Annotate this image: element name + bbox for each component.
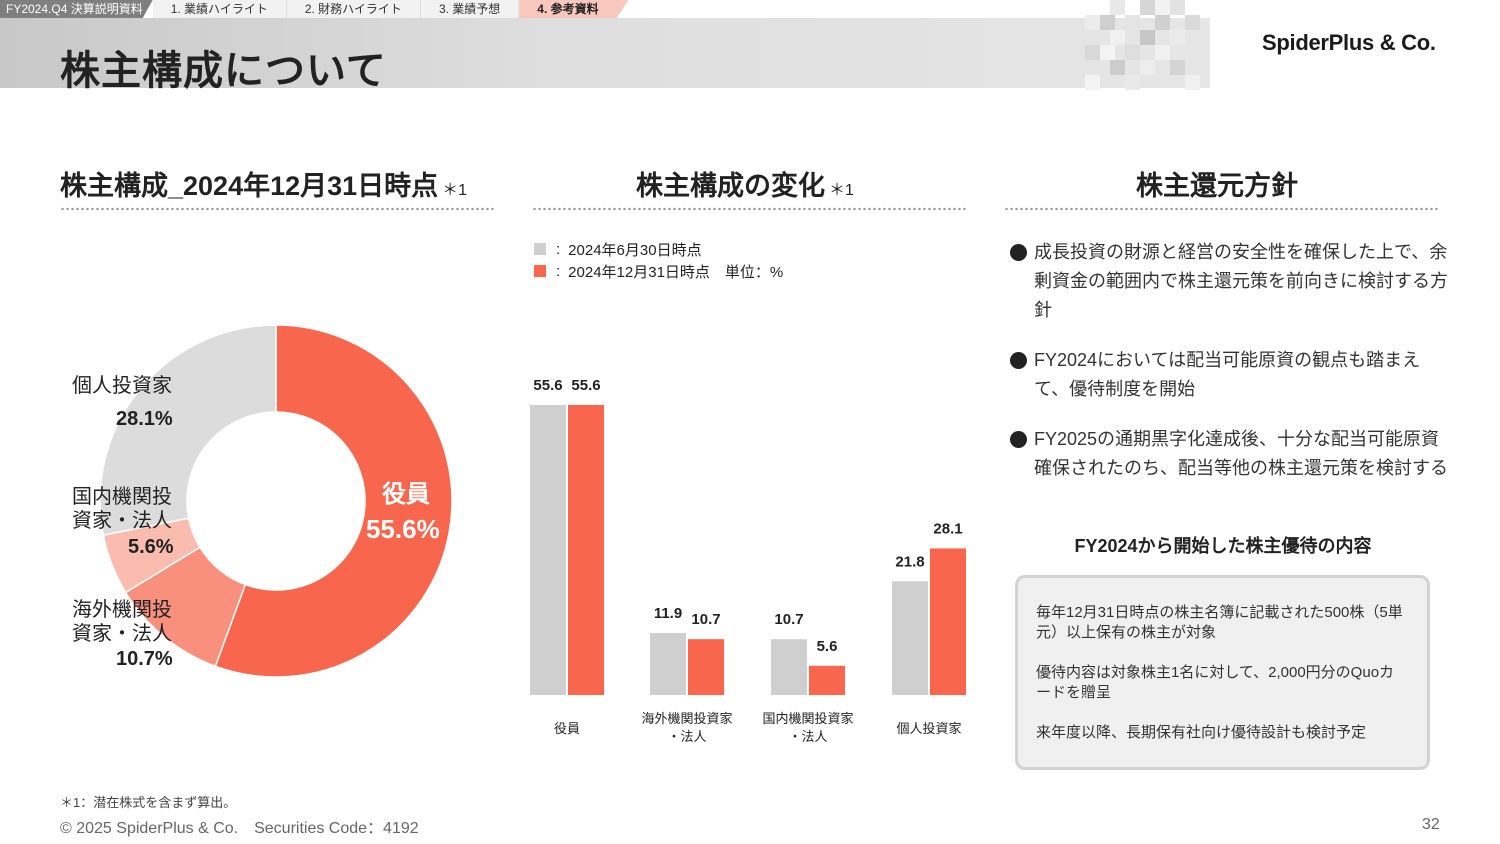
bar-value-dec-3: 28.1: [933, 520, 962, 537]
label-domestic: 国内機関投 資家・法人: [72, 485, 172, 533]
composition-heading: 株主構成_2024年12月31日時点 ＊1: [60, 164, 467, 203]
bar-value-jun-0: 55.6: [533, 377, 562, 394]
label-foreign: 海外機関投 資家・法人: [72, 598, 172, 646]
bar-category-label-3-0: 個人投資家: [896, 721, 961, 736]
nav-tab-highlights[interactable]: 1. 業績ハイライト: [152, 0, 287, 18]
legend-colon: :: [556, 262, 561, 280]
bar-category-label-2-0: 国内機関投資家: [762, 711, 853, 726]
top-navigation: FY2024.Q4 決算説明資料 1. 業績ハイライト 2. 財務ハイライト 3…: [0, 0, 629, 18]
label-foreign-line2: 資家・法人: [72, 623, 172, 645]
dotted-divider-middle: [532, 206, 968, 212]
benefit-title: FY2024から開始した株主優待の内容: [1074, 536, 1372, 556]
label-domestic-line1: 国内機関投: [72, 486, 172, 508]
policy-bullet-1: 成長投資の財源と経営の安全性を確保した上で、余剰資金の範囲内で株主還元策を前向き…: [1010, 238, 1450, 325]
policy-text-1: 成長投資の財源と経営の安全性を確保した上で、余剰資金の範囲内で株主還元策を前向き…: [1034, 242, 1448, 320]
bar-jun-0: [530, 405, 566, 695]
label-individual: 個人投資家: [72, 375, 172, 397]
footnote: ＊1：潜在株式を含まず算出。: [60, 795, 237, 810]
pct-foreign: 10.7%: [116, 648, 173, 670]
bar-dec-3: [930, 548, 966, 695]
bar-jun-2: [771, 639, 807, 695]
bar-category-label-0-0: 役員: [554, 721, 580, 736]
change-heading: 株主構成の変化 ＊1: [636, 164, 854, 203]
legend-item-jun: : 2024年6月30日時点: [534, 238, 783, 260]
bar-value-jun-3: 21.8: [895, 553, 924, 570]
benefit-item-3: 来年度以降、長期保有社向け優待設計も検討予定: [1036, 724, 1367, 741]
header-band: [0, 18, 1210, 88]
bar-value-dec-1: 10.7: [691, 611, 720, 628]
pct-domestic: 5.6%: [128, 536, 174, 558]
document-label: FY2024.Q4 決算説明資料: [0, 0, 153, 18]
bar-dec-1: [688, 639, 724, 695]
page-title: 株主構成について: [60, 49, 387, 93]
nav-tab-forecast[interactable]: 3. 業績予想: [420, 0, 520, 18]
benefit-box: 毎年12月31日時点の株主名簿に記載された500株（5単元）以上保有の株主が対象…: [1015, 575, 1430, 770]
label-officers: 役員: [382, 481, 430, 508]
bar-value-dec-0: 55.6: [571, 377, 600, 394]
dotted-divider-left: [60, 206, 496, 212]
legend-swatch-red: [534, 265, 546, 277]
legend-label-dec: 2024年12月31日時点 単位：%: [568, 263, 784, 281]
bullet-icon: [1010, 352, 1027, 369]
bar-value-jun-1: 11.9: [654, 605, 682, 622]
legend-item-dec: : 2024年12月31日時点 単位：%: [534, 260, 783, 282]
nav-tab-reference[interactable]: 4. 参考資料: [519, 0, 628, 18]
policy-heading: 株主還元方針: [1136, 171, 1298, 201]
bullet-icon: [1010, 431, 1027, 448]
bar-dec-2: [809, 665, 845, 695]
composition-note-mark: ＊1: [442, 182, 468, 199]
pct-individual: 28.1%: [116, 408, 173, 430]
bar-category-label-1-0: 海外機関投資家: [641, 711, 732, 726]
donut-slice-individual: [100, 325, 277, 536]
label-domestic-line2: 資家・法人: [72, 510, 172, 532]
pct-officers: 55.6%: [366, 514, 440, 544]
bar-value-jun-2: 10.7: [774, 611, 803, 628]
page-number: 32: [1422, 816, 1440, 833]
policy-bullet-3: FY2025の通期黒字化達成後、十分な配当可能原資確保されたのち、配当等他の株主…: [1010, 425, 1450, 483]
dotted-divider-right: [1004, 206, 1440, 212]
nav-tab-financial[interactable]: 2. 財務ハイライト: [286, 0, 421, 18]
legend-colon: :: [556, 240, 561, 258]
change-note-mark: ＊1: [829, 182, 854, 199]
mosaic-decoration: [1085, 0, 1200, 90]
bar-chart-legend: : 2024年6月30日時点 : 2024年12月31日時点 単位：%: [534, 238, 783, 282]
legend-swatch-gray: [534, 243, 546, 255]
bar-dec-0: [568, 405, 604, 695]
label-foreign-line1: 海外機関投: [72, 599, 172, 621]
legend-label-jun: 2024年6月30日時点: [568, 241, 702, 259]
bar-category-label-2-1: ・法人: [788, 729, 827, 744]
benefit-item-1: 毎年12月31日時点の株主名簿に記載された500株（5単元）以上保有の株主が対象: [1036, 604, 1403, 641]
bar-jun-3: [892, 581, 928, 695]
company-logo: SpiderPlus & Co.: [1262, 30, 1436, 55]
bullet-icon: [1010, 244, 1027, 261]
composition-heading-text: 株主構成_2024年12月31日時点: [60, 171, 439, 201]
benefit-item-2: 優待内容は対象株主1名に対して、2,000円分のQuoカードを贈呈: [1036, 664, 1395, 701]
policy-text-3: FY2025の通期黒字化達成後、十分な配当可能原資確保されたのち、配当等他の株主…: [1034, 429, 1448, 478]
donut-slice-officers: [214, 325, 452, 677]
change-heading-text: 株主構成の変化: [636, 171, 825, 201]
bar-jun-1: [650, 632, 686, 695]
policy-bullet-2: FY2024においては配当可能原資の観点も踏まえて、優待制度を開始: [1010, 346, 1450, 404]
policy-text-2: FY2024においては配当可能原資の観点も踏まえて、優待制度を開始: [1034, 350, 1421, 399]
bar-category-label-1-1: ・法人: [667, 729, 706, 744]
shareholder-donut-chart: [100, 325, 452, 677]
bar-value-dec-2: 5.6: [817, 638, 838, 655]
copyright: © 2025 SpiderPlus & Co. Securities Code：…: [60, 820, 419, 837]
